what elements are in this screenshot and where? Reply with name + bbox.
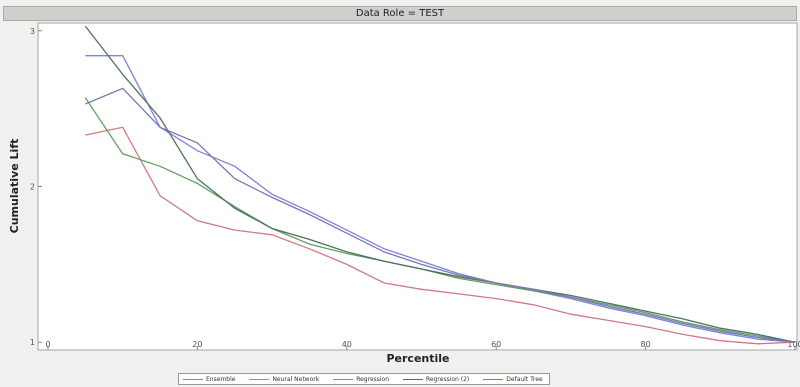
- y-axis-ticks: 1 2 3: [30, 27, 42, 347]
- y-tick-label: 2: [30, 183, 35, 192]
- x-axis-ticks: 0 20 40 60 80 100: [45, 340, 800, 350]
- legend-label: Neural Network: [272, 375, 320, 383]
- series-line-regression-2: [84, 25, 796, 343]
- series-line-neural-network: [85, 126, 796, 345]
- legend-item: Regression (2): [403, 376, 469, 383]
- series-lines: [84, 25, 796, 345]
- series-line-regression: [84, 97, 796, 343]
- legend: Ensemble Neural Network Regression Regressi…: [178, 373, 550, 385]
- x-tick-label: 0: [45, 340, 50, 349]
- x-tick-label: 100: [787, 340, 800, 349]
- y-tick-label: 1: [30, 338, 35, 347]
- series-line-ensemble: [85, 55, 796, 343]
- legend-swatch: [333, 378, 354, 380]
- y-axis-label: Cumulative Lift: [8, 139, 21, 234]
- x-tick-label: 60: [491, 340, 501, 349]
- legend-swatch: [403, 378, 424, 380]
- legend-label: Regression (2): [426, 375, 470, 383]
- x-axis-label: Percentile: [386, 352, 449, 365]
- legend-label: Regression: [356, 375, 390, 383]
- legend-swatch: [483, 378, 504, 380]
- chart-title-bar: Data Role = TEST: [3, 6, 797, 21]
- legend-label: Ensemble: [206, 375, 236, 383]
- legend-item: Regression: [333, 376, 389, 383]
- legend-swatch: [183, 378, 203, 380]
- legend-item: Neural Network: [249, 376, 319, 383]
- legend-item: Default Tree: [483, 375, 543, 383]
- legend-swatch: [249, 378, 270, 380]
- chart-title: Data Role = TEST: [355, 8, 445, 19]
- x-tick-label: 40: [342, 340, 352, 349]
- legend-label: Default Tree: [506, 375, 543, 383]
- series-line-default-tree: [85, 87, 796, 343]
- x-tick-label: 80: [641, 340, 651, 349]
- plot-area: [37, 22, 798, 351]
- legend-item: Ensemble: [183, 376, 235, 383]
- x-tick-label: 20: [192, 340, 202, 349]
- y-tick-label: 3: [30, 27, 35, 36]
